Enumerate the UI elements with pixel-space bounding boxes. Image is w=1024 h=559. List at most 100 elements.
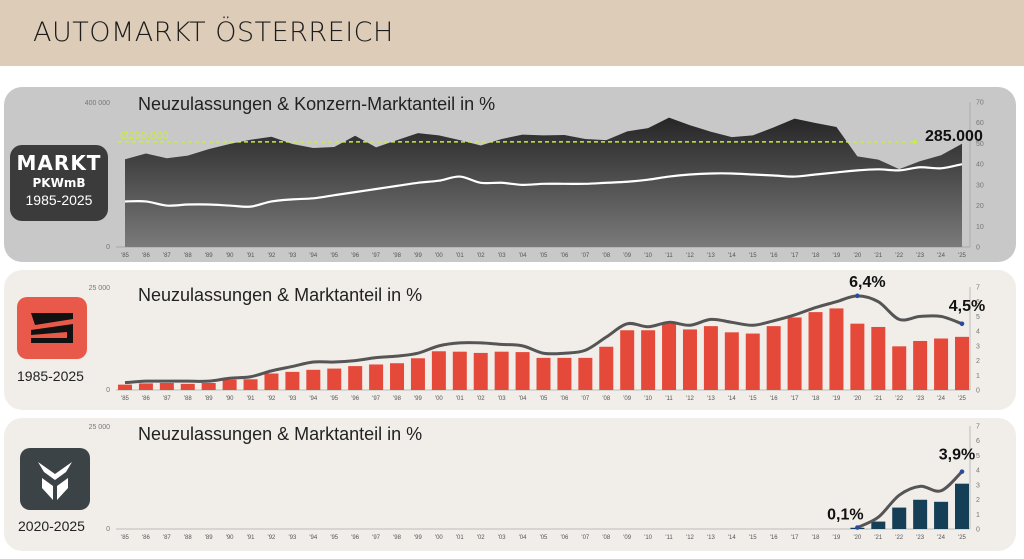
market-registrations-area xyxy=(125,117,962,248)
cupra-years: 2020-2025 xyxy=(18,518,85,534)
cupra-left-tick-max: 25 000 xyxy=(89,424,111,431)
seat-bar xyxy=(348,366,363,390)
seat-right-tick: 7 xyxy=(976,285,980,292)
seat-x-tick: '98 xyxy=(393,396,401,402)
seat-x-tick: '90 xyxy=(226,396,234,402)
cupra-x-tick: '11 xyxy=(665,535,673,541)
market-average-dot xyxy=(913,139,917,144)
seat-left-tick-zero: 0 xyxy=(106,387,110,394)
cupra-x-tick: '85 xyxy=(121,535,129,541)
seat-marker-dot xyxy=(959,321,965,327)
cupra-x-tick: '25 xyxy=(958,535,966,541)
market-x-tick: '99 xyxy=(414,253,422,259)
seat-x-tick: '19 xyxy=(833,396,841,402)
cupra-x-tick: '88 xyxy=(184,535,192,541)
cupra-right-tick: 0 xyxy=(976,527,980,534)
cupra-x-tick: '19 xyxy=(833,535,841,541)
cupra-x-tick: '21 xyxy=(874,535,882,541)
seat-x-tick: '01 xyxy=(456,396,464,402)
market-x-tick: '86 xyxy=(142,253,150,259)
market-badge-title: MARKT xyxy=(16,151,102,175)
seat-bar xyxy=(473,352,488,390)
market-x-tick: '14 xyxy=(728,253,736,259)
cupra-right-tick: 3 xyxy=(976,482,980,489)
seat-x-tick: '11 xyxy=(665,396,673,402)
seat-x-tick: '08 xyxy=(602,396,610,402)
market-x-tick: '88 xyxy=(184,253,192,259)
market-x-tick: '85 xyxy=(121,253,129,259)
seat-bar xyxy=(829,308,844,390)
cupra-x-tick: '10 xyxy=(644,535,652,541)
cupra-x-tick: '93 xyxy=(288,535,296,541)
market-x-tick: '22 xyxy=(895,253,903,259)
seat-bar xyxy=(662,323,677,390)
seat-x-tick: '99 xyxy=(414,396,422,402)
cupra-x-tick: '87 xyxy=(163,535,171,541)
seat-bar xyxy=(934,338,949,390)
cupra-left-tick-zero: 0 xyxy=(106,526,110,533)
market-left-tick-zero: 0 xyxy=(106,244,110,251)
cupra-share-line xyxy=(856,470,964,529)
market-chart: '85 '86 '87 '88 '89 '90 '91 '92 '93 '94 '95 '96 '97 '… xyxy=(85,94,984,259)
market-x-tick: '19 xyxy=(833,253,841,259)
cupra-x-tick: '02 xyxy=(477,535,485,541)
seat-bar xyxy=(494,351,509,390)
seat-bar xyxy=(138,383,153,390)
market-x-tick: '15 xyxy=(749,253,757,259)
market-right-tick: 30 xyxy=(976,182,984,189)
cupra-bar xyxy=(913,499,928,529)
seat-right-tick: 0 xyxy=(976,388,980,395)
cupra-x-tick: '98 xyxy=(393,535,401,541)
cupra-chart-title: Neuzulassungen & Marktanteil in % xyxy=(138,424,422,444)
cupra-x-tick: '91 xyxy=(247,535,255,541)
seat-x-tick: '17 xyxy=(791,396,799,402)
seat-x-tick: '20 xyxy=(853,396,861,402)
seat-x-tick: '96 xyxy=(351,396,359,402)
seat-bar xyxy=(787,317,802,390)
seat-bar xyxy=(578,357,593,390)
seat-x-tick: '22 xyxy=(895,396,903,402)
market-x-tick: '04 xyxy=(519,253,527,259)
market-x-tick: '11 xyxy=(665,253,673,259)
cupra-x-tick: '96 xyxy=(351,535,359,541)
seat-bar xyxy=(390,363,405,390)
seat-x-tick: '23 xyxy=(916,396,924,402)
seat-years: 1985-2025 xyxy=(17,368,84,384)
seat-x-tick: '03 xyxy=(498,396,506,402)
cupra-x-tick: '86 xyxy=(142,535,150,541)
seat-x-tick: '88 xyxy=(184,396,192,402)
seat-x-tick: '12 xyxy=(686,396,694,402)
seat-chart: '85 '86 '87 '88 '89 '90 '91 '92 '93 '94 '95 '96 '97 '… xyxy=(89,274,986,402)
market-x-tick: '21 xyxy=(874,253,882,259)
seat-bar xyxy=(327,368,342,390)
market-x-tick: '94 xyxy=(309,253,317,259)
market-share-line xyxy=(124,163,963,208)
market-x-tick: '91 xyxy=(247,253,255,259)
market-x-tick: '09 xyxy=(623,253,631,259)
cupra-x-tick: '00 xyxy=(435,535,443,541)
seat-bar xyxy=(515,352,530,390)
page-title: AUTOMARKT ÖSTERREICH xyxy=(33,17,394,48)
seat-left-tick-max: 25 000 xyxy=(89,285,111,292)
cupra-logo xyxy=(20,448,90,510)
cupra-x-tick: '90 xyxy=(226,535,234,541)
cupra-right-tick: 7 xyxy=(976,424,980,431)
seat-bar xyxy=(955,336,969,390)
seat-bar xyxy=(243,379,258,390)
cupra-x-tick: '23 xyxy=(916,535,924,541)
cupra-x-tick: '95 xyxy=(330,535,338,541)
cupra-right-tick: 6 xyxy=(976,438,980,445)
seat-bar xyxy=(369,364,384,390)
cupra-x-tick: '07 xyxy=(581,535,589,541)
seat-x-tick: '94 xyxy=(309,396,317,402)
seat-x-tick: '02 xyxy=(477,396,485,402)
seat-bar xyxy=(871,326,886,390)
cupra-x-tick: '08 xyxy=(602,535,610,541)
seat-bar xyxy=(682,329,697,390)
market-x-tick: '97 xyxy=(372,253,380,259)
seat-x-tick: '92 xyxy=(268,396,276,402)
seat-x-tick: '86 xyxy=(142,396,150,402)
cupra-marker-dot xyxy=(959,469,965,474)
cupra-x-tick: '18 xyxy=(812,535,820,541)
seat-x-tick: '04 xyxy=(519,396,527,402)
